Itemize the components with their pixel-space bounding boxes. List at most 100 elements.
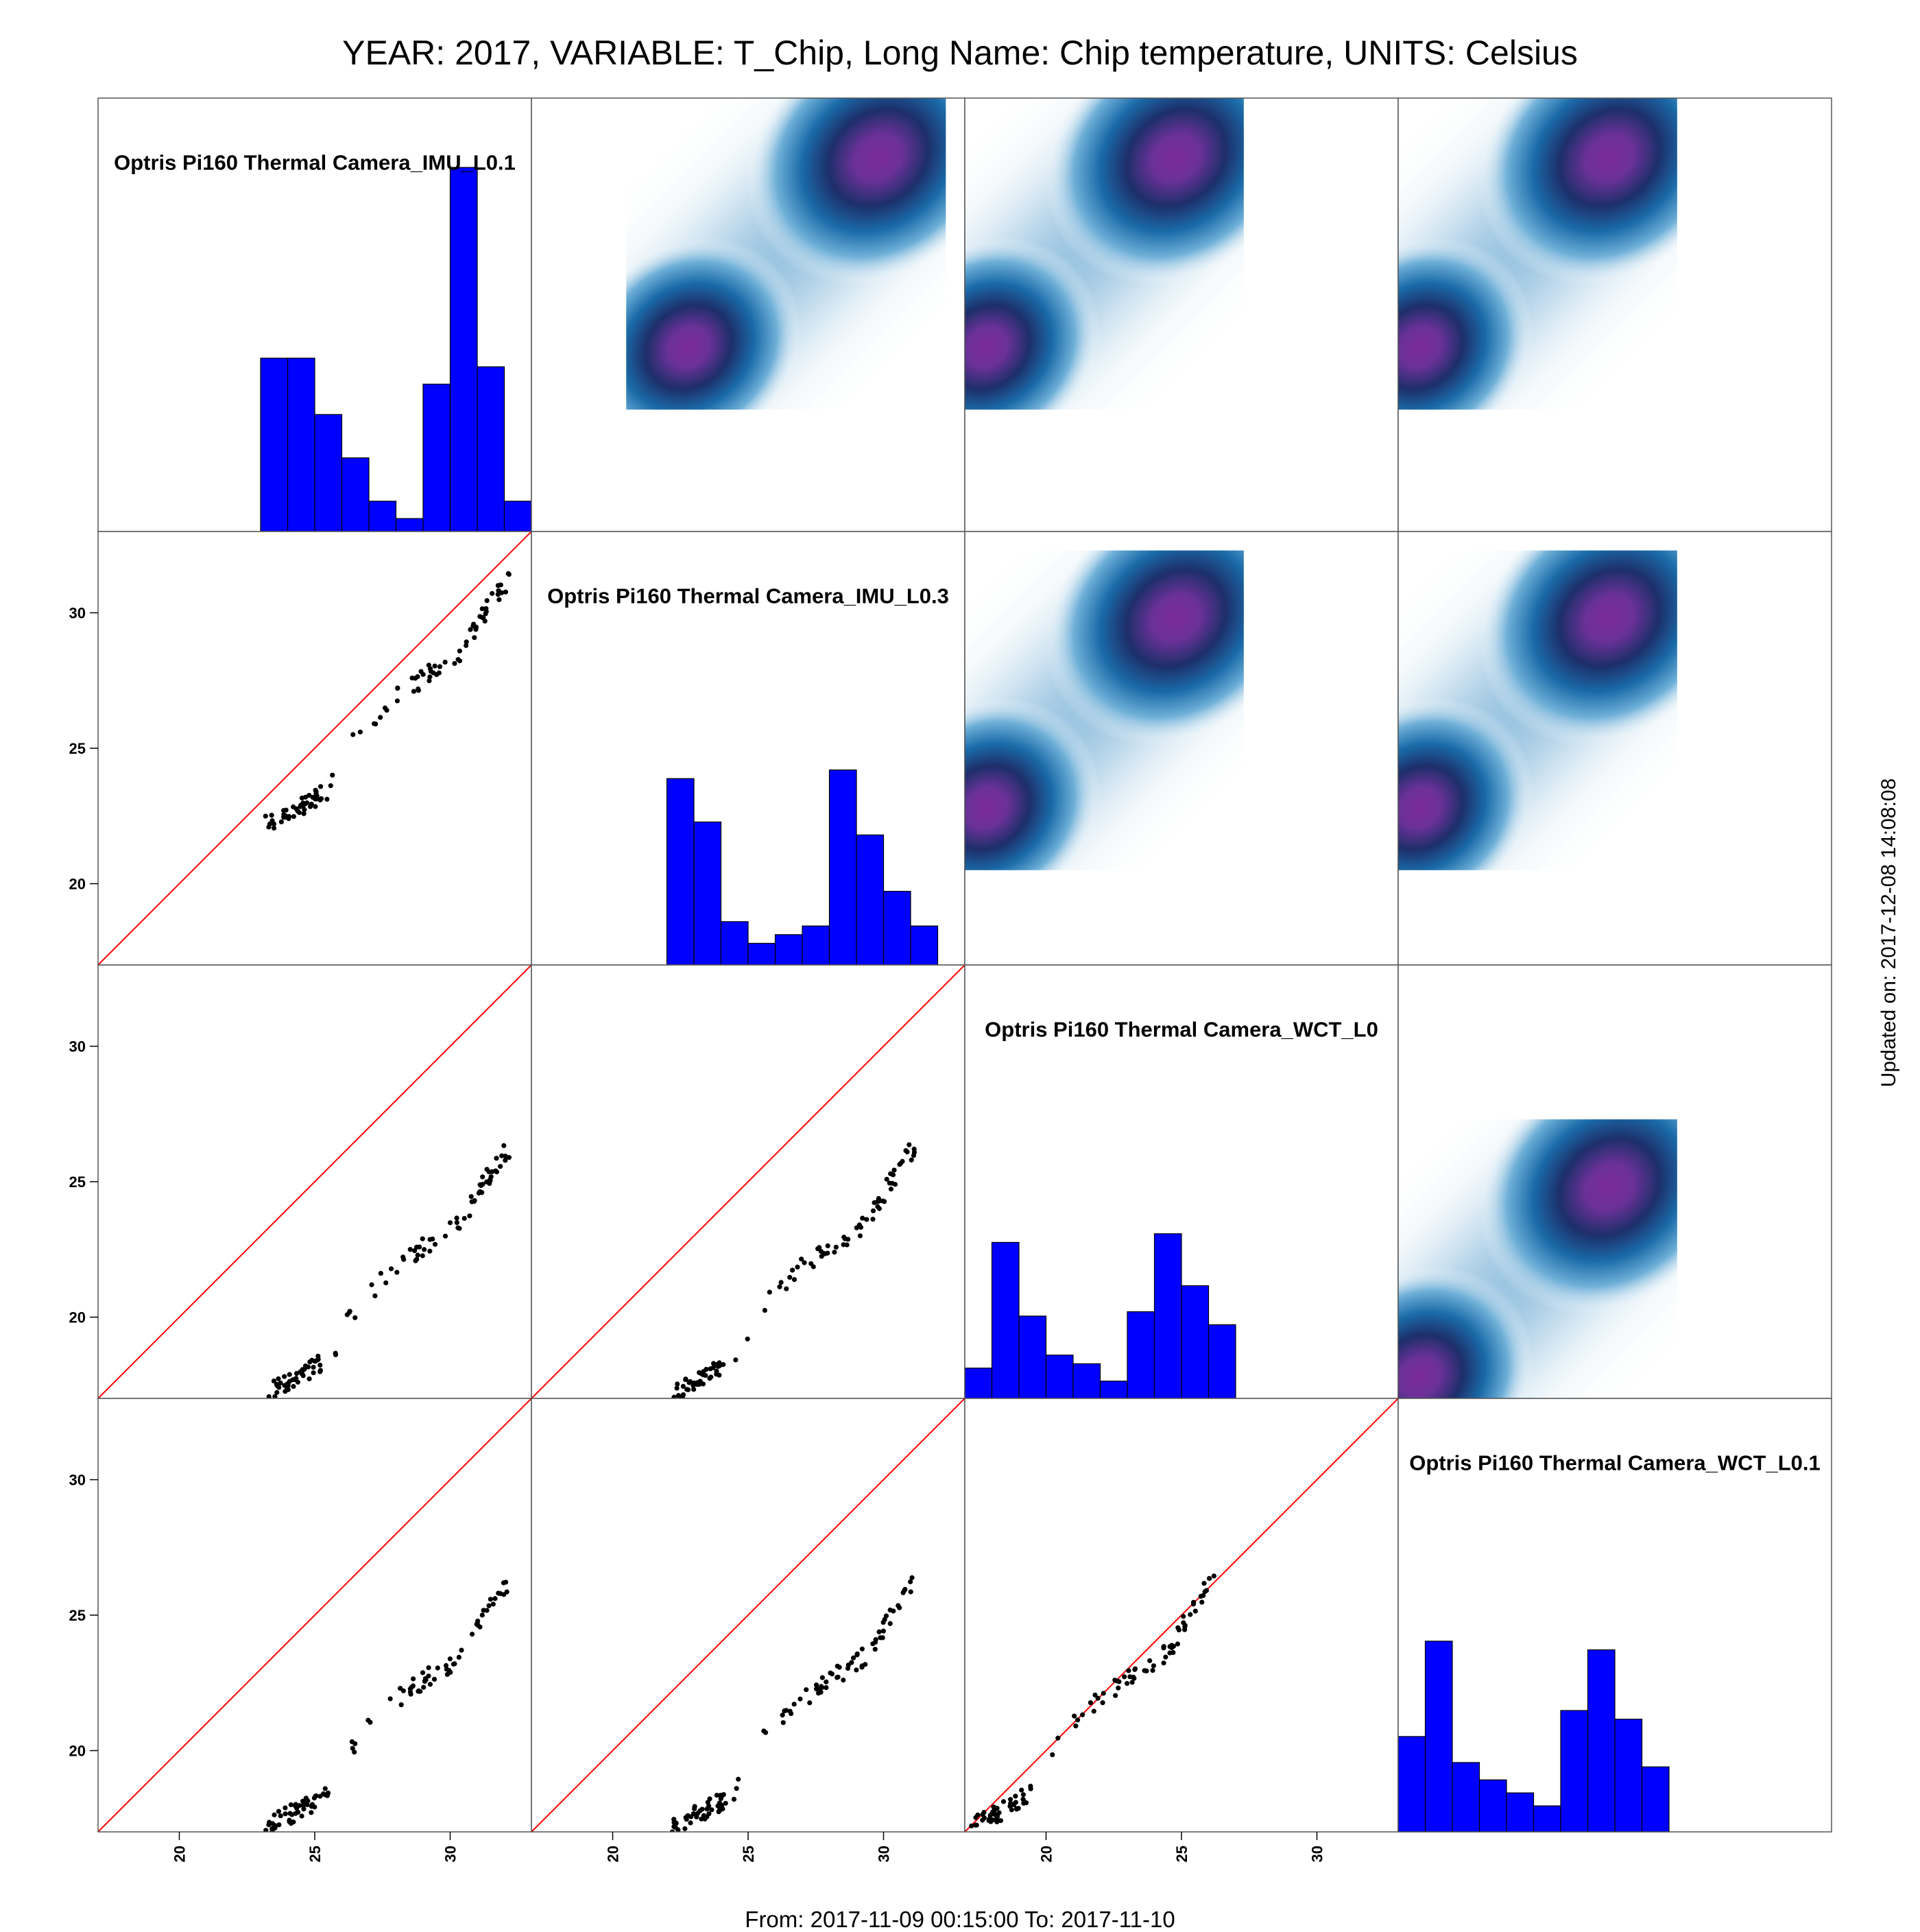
histogram-bar bbox=[802, 925, 830, 966]
scatter-point bbox=[1126, 1668, 1131, 1673]
histogram-bar bbox=[368, 501, 397, 532]
scatter-point bbox=[490, 591, 495, 596]
scatter-point bbox=[398, 1686, 403, 1691]
scatter-point bbox=[272, 1394, 278, 1398]
scatter-point bbox=[719, 1793, 725, 1798]
scatter-point bbox=[699, 1816, 704, 1822]
scatter-point bbox=[401, 1256, 407, 1262]
scatter-point bbox=[276, 1809, 281, 1814]
scatter-point bbox=[705, 1800, 710, 1805]
scatter-point bbox=[296, 1809, 301, 1815]
scatter-point bbox=[684, 1817, 689, 1822]
panel-r0-c3 bbox=[1397, 97, 1832, 532]
histogram-bar bbox=[395, 518, 424, 532]
x-tick-label: 30 bbox=[442, 1846, 459, 1862]
scatter-point bbox=[992, 1807, 998, 1813]
scatter-point bbox=[819, 1254, 824, 1259]
scatter-point bbox=[444, 1667, 449, 1672]
scatter-point bbox=[709, 1807, 715, 1813]
histogram-bar bbox=[1208, 1324, 1236, 1399]
identity-line bbox=[98, 1398, 531, 1832]
scatter-point bbox=[287, 1372, 292, 1377]
histogram-bar bbox=[720, 921, 749, 966]
histogram-bar bbox=[774, 934, 803, 966]
scatter-point bbox=[1023, 1800, 1029, 1806]
scatter-point bbox=[482, 619, 488, 624]
scatter-point bbox=[1000, 1799, 1007, 1804]
date-range-footer: From: 2017-11-09 00:15:00 To: 2017-11-10 bbox=[745, 1907, 1175, 1932]
scatter-point bbox=[420, 1236, 425, 1241]
x-tick-label: 25 bbox=[1173, 1846, 1190, 1862]
scatter-point bbox=[824, 1679, 829, 1684]
scatter-point bbox=[278, 1380, 283, 1386]
scatter-point bbox=[442, 1233, 448, 1239]
scatter-points bbox=[531, 1398, 965, 1832]
scatter-point bbox=[372, 1293, 378, 1299]
histogram-bar bbox=[666, 778, 695, 966]
histogram-bar bbox=[1045, 1355, 1074, 1399]
histogram-bar bbox=[314, 414, 343, 532]
scatter-point bbox=[791, 1702, 797, 1707]
y-tick-label: 20 bbox=[69, 1309, 86, 1326]
scatter-point bbox=[459, 1647, 464, 1653]
scatter-point bbox=[890, 1172, 896, 1178]
scatter-point bbox=[1028, 1786, 1033, 1791]
scatter-point bbox=[487, 1180, 492, 1186]
scatter-point bbox=[471, 1199, 477, 1204]
scatter-point bbox=[1080, 1712, 1085, 1717]
scatter-point bbox=[819, 1685, 825, 1691]
scatter-point bbox=[1142, 1668, 1147, 1673]
scatter-point bbox=[272, 1812, 277, 1817]
scatter-point bbox=[295, 1379, 300, 1385]
scatter-point bbox=[1175, 1641, 1181, 1647]
scatter-point bbox=[488, 1177, 493, 1182]
scatter-point bbox=[317, 1368, 323, 1373]
scatter-point bbox=[908, 1589, 913, 1595]
scatter-point bbox=[457, 1226, 462, 1231]
scatter-point bbox=[457, 648, 462, 654]
density-field bbox=[1398, 1119, 1677, 1399]
scatter-point bbox=[431, 670, 436, 676]
scatter-point bbox=[691, 1811, 696, 1817]
scatter-point bbox=[484, 1167, 490, 1172]
scatter-point bbox=[318, 796, 324, 802]
scatter-point bbox=[494, 1169, 500, 1175]
scatter-point bbox=[352, 1741, 358, 1747]
scatter-point bbox=[307, 1376, 312, 1382]
scatter-point bbox=[480, 1174, 485, 1180]
scatter-point bbox=[1151, 1663, 1156, 1669]
scatter-point bbox=[813, 1682, 819, 1688]
scatter-point bbox=[447, 1220, 453, 1226]
panel-r0-c1 bbox=[531, 97, 965, 532]
scatter-point bbox=[427, 678, 432, 684]
scatter-point bbox=[870, 1641, 876, 1647]
panel-r1-c1: Optris Pi160 Thermal Camera_IMU_L0.3 bbox=[531, 531, 965, 966]
y-tick-label: 20 bbox=[69, 1743, 86, 1760]
histogram-bar bbox=[287, 357, 315, 532]
scatter-point bbox=[818, 1689, 824, 1695]
scatter-point bbox=[310, 794, 315, 800]
scatter-point bbox=[700, 1381, 706, 1387]
scatter-point bbox=[302, 1366, 307, 1372]
scatter-point bbox=[1169, 1645, 1175, 1651]
scatter-point bbox=[484, 1608, 490, 1613]
scatter-point bbox=[350, 1745, 355, 1751]
scatter-point bbox=[714, 1368, 719, 1374]
scatter-point bbox=[832, 1250, 837, 1255]
scatter-point bbox=[309, 801, 314, 807]
scatter-point bbox=[1072, 1713, 1077, 1719]
panel-r3-c1 bbox=[531, 1398, 965, 1833]
panel-r2-c2: Optris Pi160 Thermal Camera_WCT_L0 bbox=[964, 964, 1399, 1399]
scatter-point bbox=[675, 1827, 681, 1832]
variable-label: Optris Pi160 Thermal Camera_IMU_L0.3 bbox=[547, 584, 949, 608]
histogram-bar bbox=[1181, 1285, 1210, 1399]
histogram-bar bbox=[1587, 1649, 1616, 1833]
scatter-point bbox=[293, 1802, 298, 1807]
identity-line bbox=[98, 532, 531, 965]
scatter-point bbox=[1132, 1667, 1138, 1672]
scatter-point bbox=[887, 1607, 893, 1613]
scatter-point bbox=[291, 804, 296, 810]
scatter-point bbox=[731, 1796, 737, 1802]
histogram-bar bbox=[1560, 1710, 1589, 1833]
